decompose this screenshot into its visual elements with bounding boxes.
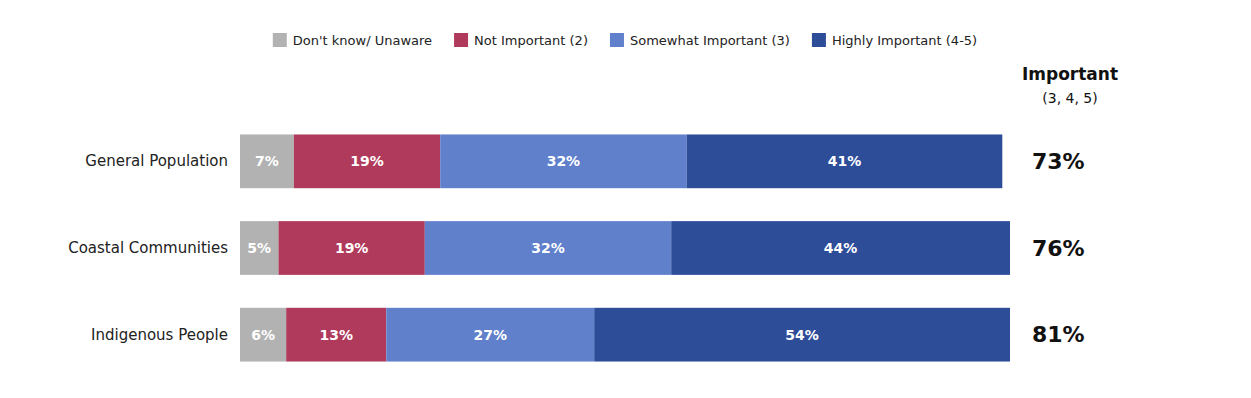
data-label: 19%: [350, 153, 384, 169]
data-label: 19%: [335, 240, 369, 256]
bar-segment: [386, 308, 594, 362]
bar-segment: [240, 308, 286, 362]
important-value: 73%: [1032, 149, 1085, 174]
bar-segment: [594, 308, 1010, 362]
legend: Don't know/ Unaware Not Important (2) Some…: [273, 33, 977, 48]
important-value: 76%: [1032, 236, 1085, 261]
bars: [240, 134, 1010, 361]
legend-label: Highly Important (4-5): [832, 33, 977, 48]
legend-label: Somewhat Important (3): [630, 33, 790, 48]
bar-segment: [279, 221, 425, 275]
data-label: 6%: [251, 327, 275, 343]
bar-segment: [440, 134, 686, 188]
data-label: 32%: [547, 153, 581, 169]
bar-segment: [425, 221, 671, 275]
data-label: 54%: [785, 327, 819, 343]
data-label: 27%: [473, 327, 507, 343]
legend-swatch: [610, 33, 624, 47]
legend-swatch: [454, 33, 468, 47]
category-label: Coastal Communities: [68, 239, 228, 257]
bar-segment: [240, 134, 294, 188]
legend-label: Not Important (2): [474, 33, 588, 48]
data-label: 44%: [824, 240, 858, 256]
legend-swatch: [812, 33, 826, 47]
bar-segment: [687, 134, 1003, 188]
data-label: 7%: [255, 153, 279, 169]
legend-swatch: [273, 33, 287, 47]
legend-label: Don't know/ Unaware: [293, 33, 432, 48]
chart: 7% 19% 32% 41% 5% 19% 32% 44% 6% 13% 27% 54% General…: [0, 0, 1251, 398]
category-label: General Population: [85, 152, 228, 170]
important-value: 81%: [1032, 322, 1085, 347]
bar-segment: [671, 221, 1010, 275]
data-label: 13%: [319, 327, 353, 343]
important-subheader: (3, 4, 5): [1042, 90, 1097, 106]
data-labels: 7% 19% 32% 41% 5% 19% 32% 44% 6% 13% 27% 54%: [247, 153, 861, 342]
data-label: 5%: [247, 240, 271, 256]
data-label: 41%: [828, 153, 862, 169]
bar-segment: [240, 221, 279, 275]
bar-segment: [286, 308, 386, 362]
category-label: Indigenous People: [91, 326, 228, 344]
bar-segment: [294, 134, 440, 188]
important-header: Important: [1022, 64, 1118, 84]
data-label: 32%: [531, 240, 565, 256]
